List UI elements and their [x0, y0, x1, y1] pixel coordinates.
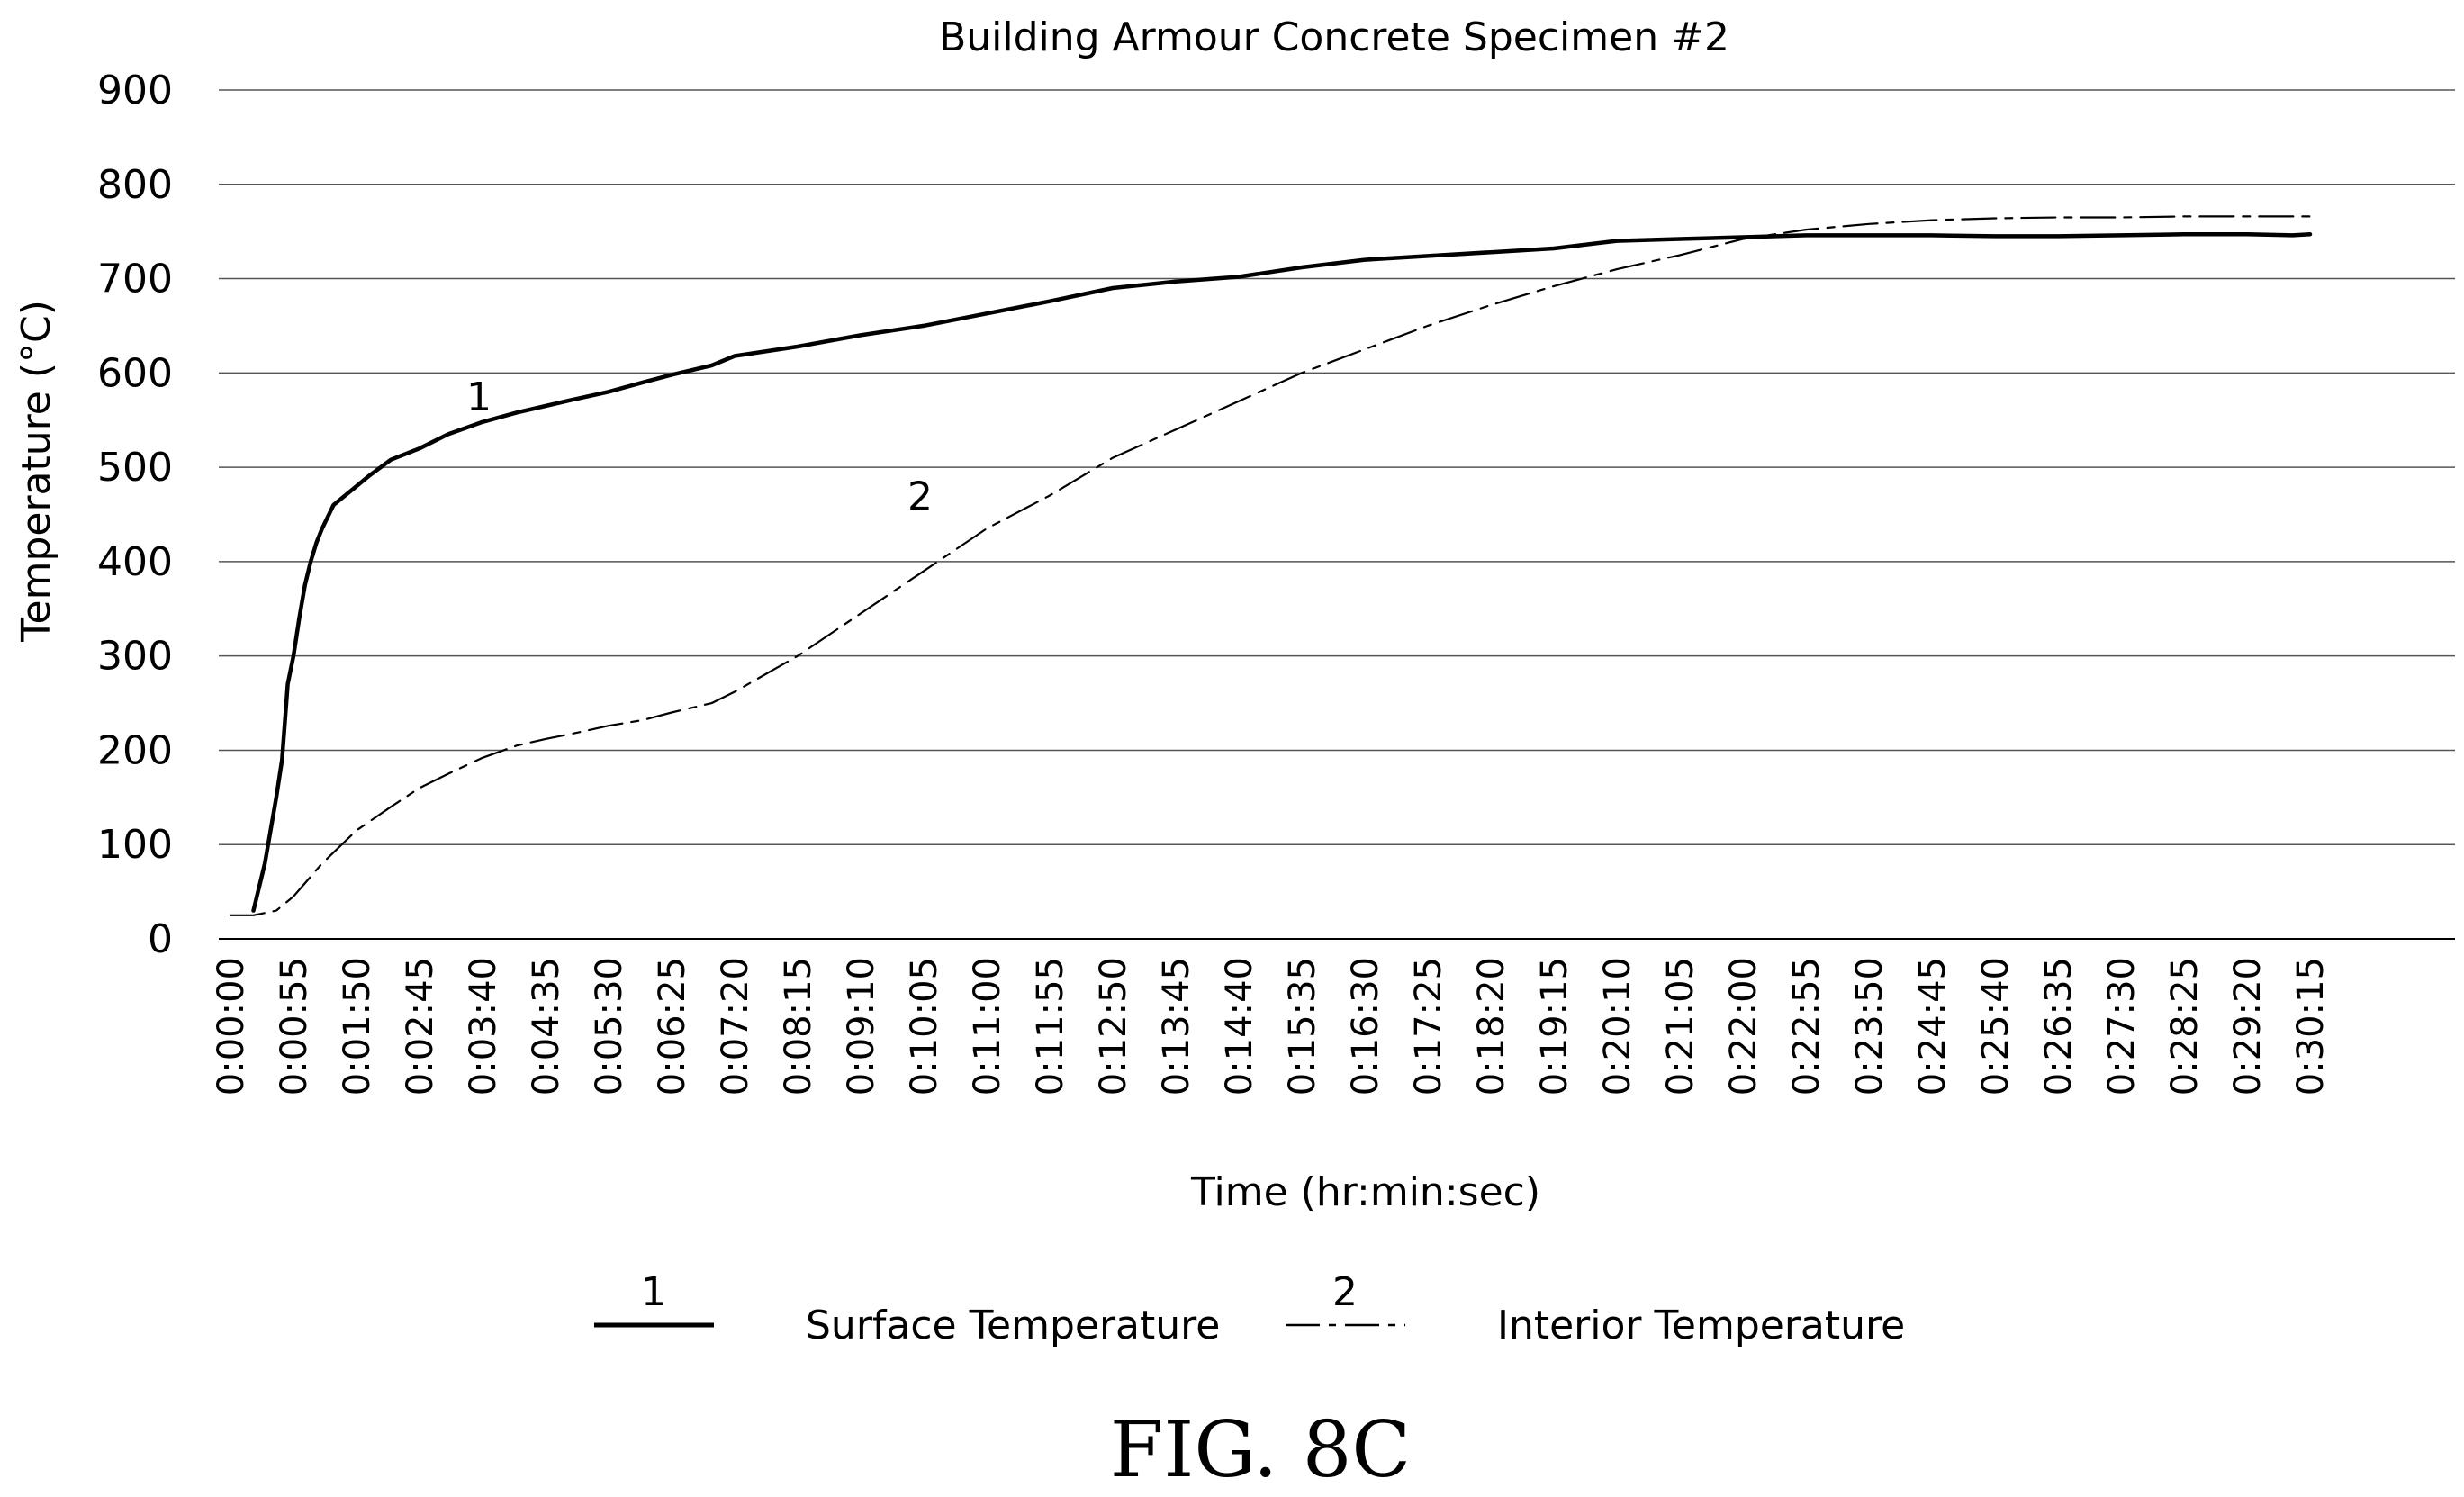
x-tick-label: 0:19:15 [1534, 957, 1575, 1096]
x-tick-label: 0:11:55 [1030, 957, 1071, 1096]
x-tick-label: 0:04:35 [526, 957, 567, 1096]
x-tick-label: 0:11:00 [967, 957, 1008, 1096]
x-tick-label: 0:12:50 [1093, 957, 1134, 1096]
figure-label: FIG. 8C [1110, 1405, 1411, 1495]
chart-title: Building Armour Concrete Specimen #2 [939, 14, 1729, 60]
curve-label-surface: 1 [466, 374, 492, 420]
series-line-interior [229, 215, 2312, 916]
x-tick-label: 0:28:25 [2164, 957, 2206, 1096]
legend-label-interior: Interior Temperature [1497, 1303, 1905, 1348]
x-tick-label: 0:30:15 [2290, 957, 2332, 1096]
y-tick-label: 400 [97, 539, 173, 585]
y-tick-label: 200 [97, 727, 173, 773]
x-tick-label: 0:22:55 [1786, 957, 1828, 1096]
x-tick-label: 0:29:20 [2227, 957, 2269, 1096]
x-tick-label: 0:02:45 [400, 957, 441, 1096]
y-tick-label: 900 [97, 68, 173, 113]
x-tick-label: 0:22:00 [1723, 957, 1765, 1096]
x-tick-label: 0:14:40 [1219, 957, 1260, 1096]
x-axis-title: Time (hr:min:sec) [1190, 1169, 1540, 1215]
x-tick-label: 0:06:25 [652, 957, 693, 1096]
y-tick-label: 800 [97, 162, 173, 208]
x-tick-label: 0:15:35 [1282, 957, 1323, 1096]
x-tick-label: 0:07:20 [715, 957, 756, 1096]
y-tick-label: 300 [97, 634, 173, 680]
x-tick-label: 0:10:05 [904, 957, 945, 1096]
legend-label-surface: Surface Temperature [806, 1303, 1220, 1348]
x-tick-label: 0:16:30 [1345, 957, 1386, 1096]
series-lines [229, 215, 2313, 916]
y-tick-label: 700 [97, 257, 173, 302]
x-tick-label: 0:00:00 [211, 957, 252, 1096]
x-tick-label: 0:24:45 [1912, 957, 1954, 1096]
x-tick-label: 0:13:45 [1156, 957, 1197, 1096]
x-tick-label: 0:00:55 [274, 957, 315, 1096]
y-tick-label: 500 [97, 445, 173, 491]
x-tick-label: 0:23:50 [1849, 957, 1891, 1096]
x-tick-label: 0:17:25 [1408, 957, 1449, 1096]
x-tick-label: 0:21:05 [1660, 957, 1701, 1096]
grid-lines [219, 89, 2455, 845]
legend: 1 Surface Temperature 2 Interior Tempera… [594, 1269, 1905, 1348]
legend-number-surface: 1 [641, 1269, 666, 1315]
curve-labels: 12 [466, 374, 933, 519]
x-tick-label: 0:26:35 [2038, 957, 2080, 1096]
x-tick-label: 0:01:50 [337, 957, 378, 1096]
x-tick-label: 0:27:30 [2101, 957, 2143, 1096]
x-tick-label: 0:08:15 [778, 957, 819, 1096]
x-tick-label: 0:20:10 [1597, 957, 1638, 1096]
y-axis-ticks: 0 100 200 300 400 500 600 700 800 900 [97, 68, 173, 962]
y-tick-label: 100 [97, 822, 173, 868]
x-tick-label: 0:03:40 [463, 957, 504, 1096]
x-axis-ticks: 0:00:00 0:00:55 0:01:50 0:02:45 0:03:40 0:04:… [211, 957, 2332, 1096]
x-tick-label: 0:18:20 [1471, 957, 1512, 1096]
x-tick-label: 0:25:40 [1975, 957, 2017, 1096]
x-tick-label: 0:05:30 [589, 957, 630, 1096]
legend-number-interior: 2 [1332, 1269, 1358, 1315]
curve-label-interior: 2 [907, 473, 933, 519]
y-tick-label: 0 [148, 916, 173, 962]
y-tick-label: 600 [97, 350, 173, 396]
y-axis-title: Temperature (°C) [14, 300, 59, 643]
series-line-surface [251, 232, 2313, 913]
x-tick-label: 0:09:10 [841, 957, 882, 1096]
